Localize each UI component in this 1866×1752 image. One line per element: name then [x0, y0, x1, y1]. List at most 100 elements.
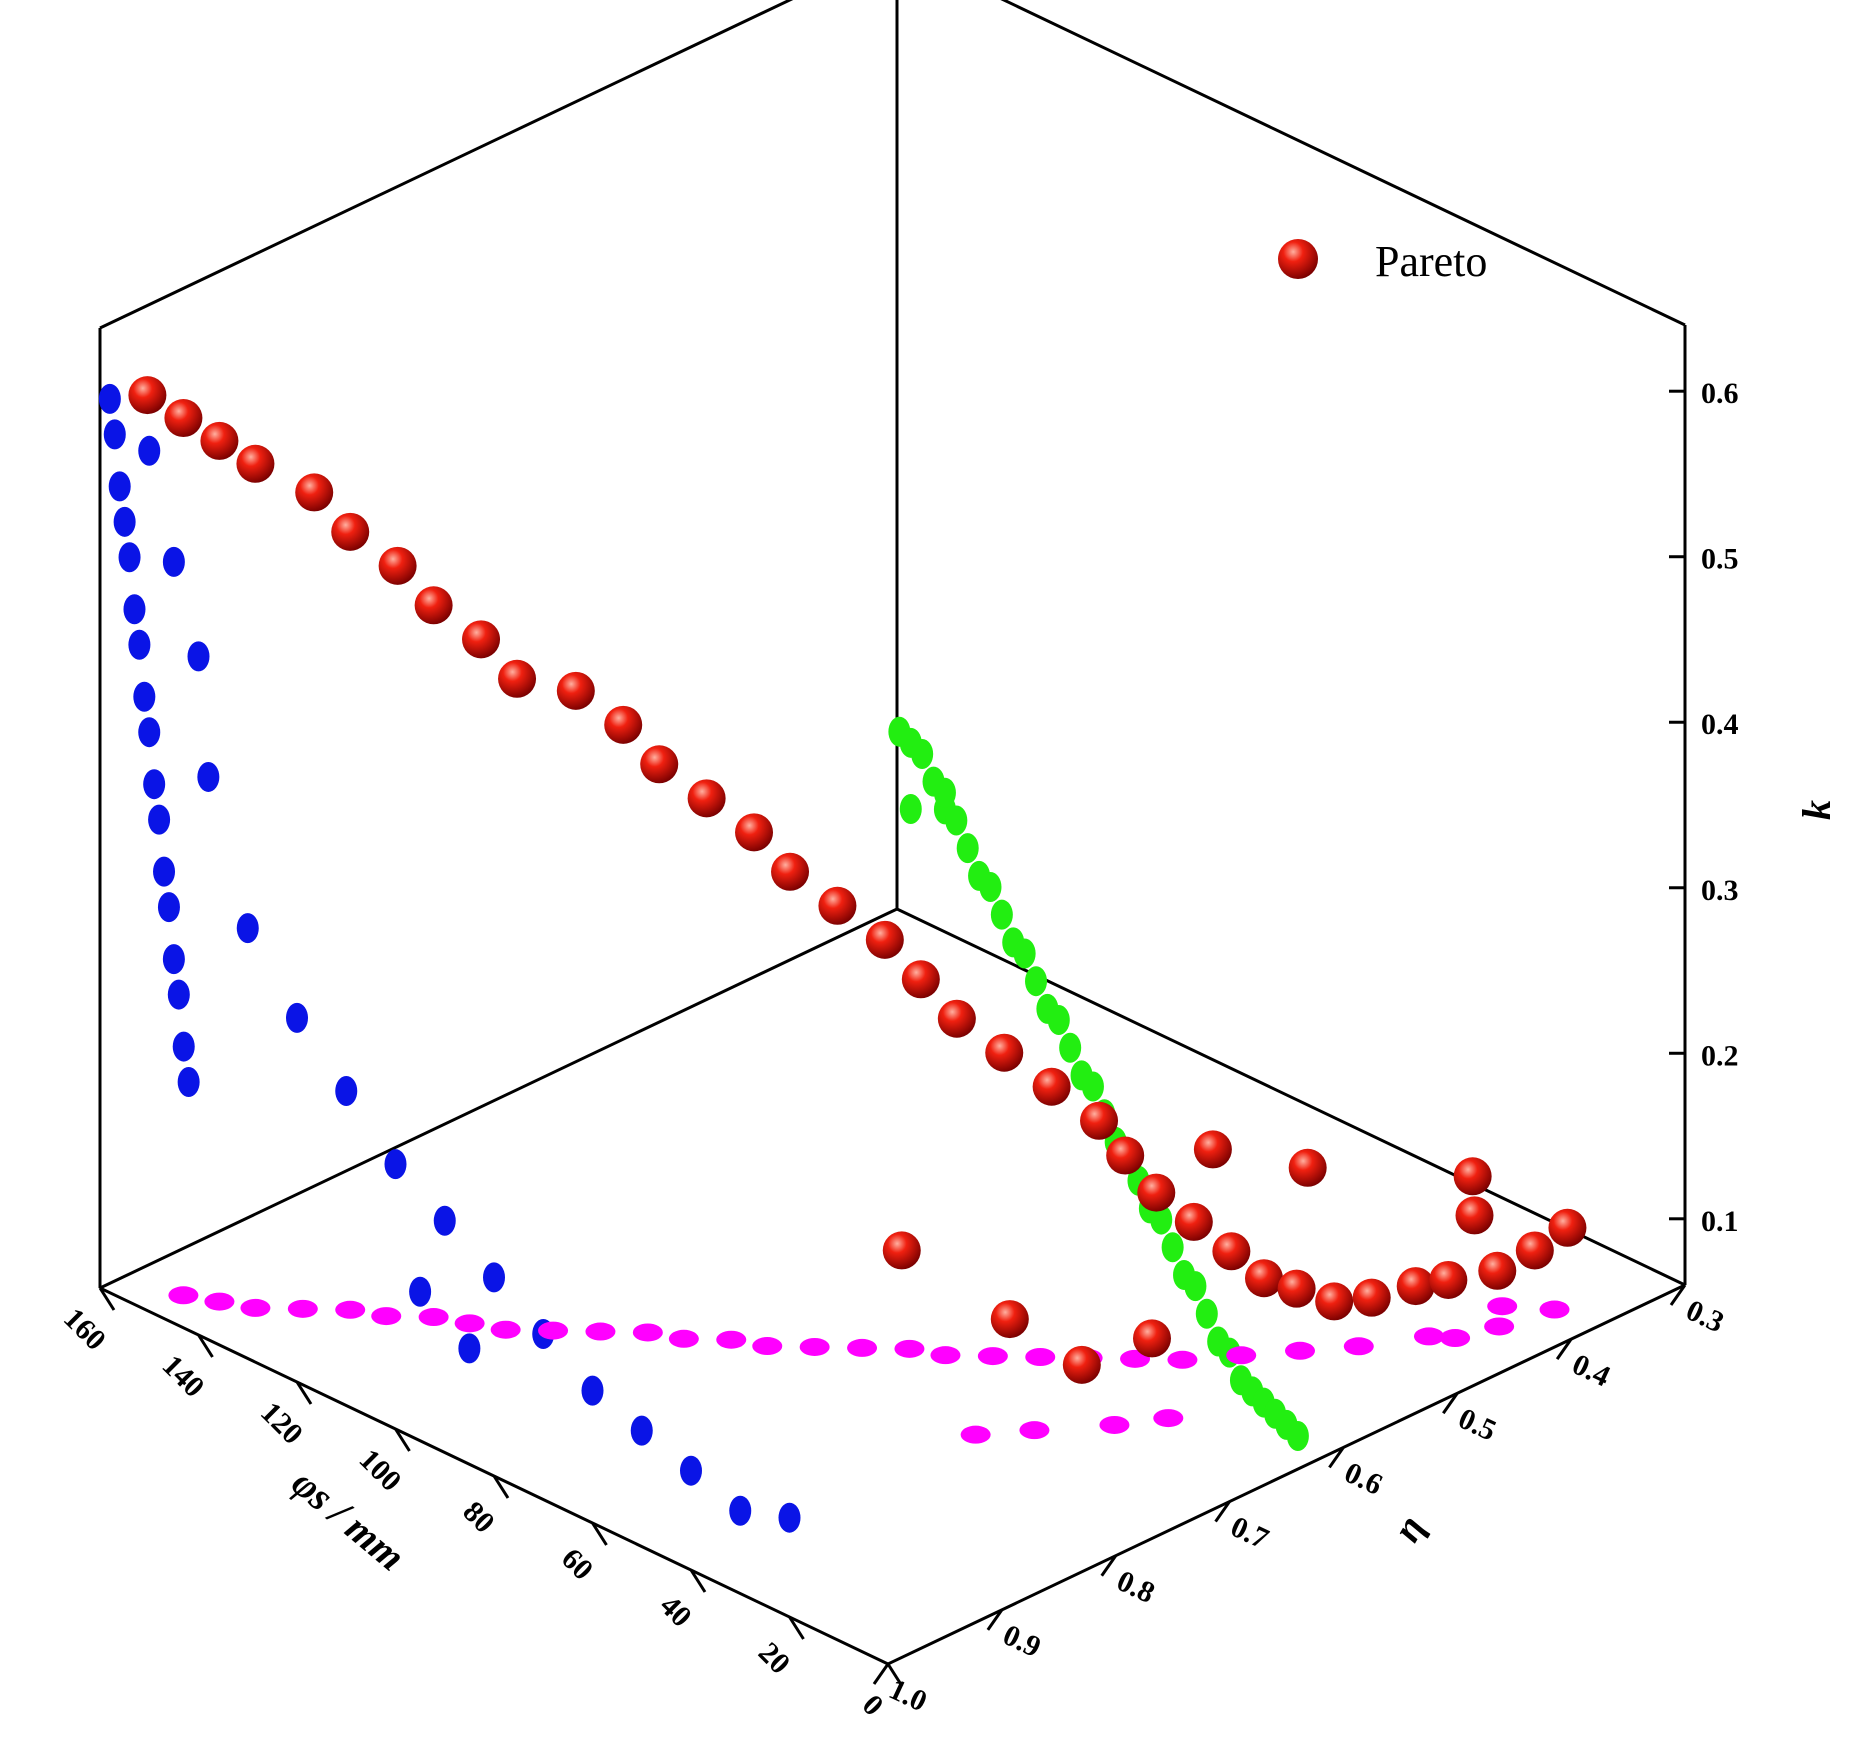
- phi-tick-label: 0: [856, 1688, 890, 1722]
- eta-k-projection-point: [1161, 1232, 1184, 1263]
- pareto-point: [164, 399, 203, 438]
- eta-tick: [1669, 1284, 1687, 1306]
- pareto-point: [818, 886, 857, 925]
- eta-tick-label: 1.0: [884, 1673, 932, 1719]
- phi-eta-projection-point: [1025, 1348, 1056, 1366]
- pareto-point: [985, 1033, 1024, 1072]
- pareto-point: [378, 546, 417, 585]
- pareto-point: [937, 999, 976, 1038]
- phi-eta-projection-point: [371, 1307, 402, 1326]
- eta-k-projection-point: [979, 871, 1002, 902]
- phi-eta-projection-point: [418, 1308, 449, 1327]
- pareto-point: [1062, 1345, 1101, 1384]
- eta-k-projection-point: [1047, 1005, 1070, 1036]
- phi-tick: [295, 1381, 313, 1405]
- pareto-point: [1212, 1232, 1251, 1271]
- eta-tick: [1328, 1446, 1345, 1469]
- pareto-point: [1352, 1278, 1391, 1317]
- phi-k-projection-point: [335, 1076, 358, 1107]
- phi-k-projection-point: [458, 1333, 481, 1364]
- axes: 0 20 40 60 80 100 120 140 160 1.0 0.9 0.8 0.7 0.6 0.5 0…: [57, 377, 1839, 1722]
- phi-eta-projection-point: [240, 1298, 271, 1317]
- phi-eta-projection-point: [847, 1338, 878, 1357]
- pareto-point: [882, 1231, 921, 1270]
- pareto-point: [128, 376, 167, 415]
- pareto-point: [498, 659, 537, 698]
- pareto-point: [1244, 1259, 1283, 1298]
- pareto-point: [1453, 1157, 1492, 1196]
- eta-k-projection-point: [1150, 1204, 1173, 1235]
- eta-tick: [1555, 1338, 1573, 1361]
- eta-tick-label: 0.6: [1339, 1456, 1387, 1502]
- top-left-edge: [99, 0, 794, 330]
- phi-eta-projection-point: [1487, 1297, 1518, 1316]
- eta-tick-label: 0.8: [1112, 1564, 1160, 1610]
- pareto-point: [1193, 1130, 1232, 1169]
- pareto-point: [865, 920, 904, 959]
- phi-eta-projection-point: [716, 1330, 747, 1349]
- phi-k-projection-point: [778, 1502, 801, 1533]
- phi-k-projection-point: [128, 629, 151, 660]
- k-tick-label: 0.5: [1701, 543, 1739, 576]
- phi-tick-label: 140: [156, 1349, 211, 1404]
- k-tick-label: 0.2: [1701, 1039, 1739, 1072]
- phi-eta-projection-point: [490, 1320, 521, 1339]
- eta-tick: [1214, 1500, 1231, 1523]
- pareto-point: [1429, 1260, 1468, 1299]
- pareto-point: [331, 512, 370, 551]
- phi-k-projection-point: [409, 1276, 432, 1307]
- phi-k-projection-point: [113, 506, 136, 537]
- phi-eta-projection-point: [1167, 1350, 1198, 1369]
- pareto-point: [687, 779, 726, 818]
- pareto-point: [1548, 1208, 1587, 1247]
- phi-k-projection-point: [118, 542, 141, 573]
- phi-tick-label: 160: [57, 1302, 112, 1357]
- phi-eta-projection-point: [930, 1346, 961, 1365]
- phi-k-projection-point: [729, 1495, 752, 1526]
- pareto-point: [1137, 1173, 1176, 1212]
- k-tick-label: 0.4: [1701, 708, 1739, 741]
- phi-tick: [492, 1475, 510, 1499]
- phi-k-projection-point: [384, 1149, 407, 1180]
- pareto-point: [1515, 1231, 1554, 1270]
- phi-eta-projection-point: [632, 1323, 663, 1342]
- phi-eta-projection-point: [799, 1337, 830, 1356]
- eta-k-projection-point: [899, 794, 922, 825]
- eta-tick-label: 0.5: [1453, 1402, 1501, 1448]
- eta-axis-title: η: [1383, 1507, 1433, 1549]
- pareto-point: [462, 620, 501, 659]
- eta-k-projection-point: [1059, 1032, 1082, 1063]
- phi-k-projection-point: [680, 1455, 702, 1486]
- eta-tick-label: 0.4: [1567, 1348, 1615, 1394]
- pareto-point: [1174, 1202, 1213, 1241]
- phi-eta-projection-point: [1099, 1415, 1130, 1434]
- phi-k-projection-point: [162, 944, 185, 975]
- phi-eta-projection-point: [204, 1292, 235, 1311]
- eta-tick-label: 0.9: [998, 1618, 1046, 1664]
- pareto-point: [735, 813, 774, 852]
- phi-k-projection-point: [157, 892, 180, 923]
- projection-points: [98, 383, 1570, 1533]
- floor-back-left-edge: [99, 907, 898, 1290]
- phi-k-projection-point: [630, 1415, 653, 1446]
- phi-k-projection-point: [187, 641, 210, 672]
- phi-tick-label: 120: [254, 1396, 309, 1451]
- phi-k-projection-point: [197, 761, 220, 792]
- pareto-point: [556, 671, 595, 710]
- phi-eta-projection-point: [1539, 1300, 1570, 1319]
- phi-eta-projection-point: [668, 1329, 699, 1348]
- eta-k-projection-point: [911, 738, 934, 769]
- phi-k-projection-point: [123, 594, 146, 625]
- phi-k-projection-point: [433, 1205, 456, 1236]
- phi-eta-projection-point: [335, 1300, 366, 1319]
- top-right-edge: [1000, 0, 1686, 327]
- eta-k-projection-point: [945, 805, 968, 836]
- phi-eta-projection-point: [977, 1347, 1008, 1366]
- phi-eta-projection-point: [894, 1339, 925, 1358]
- eta-k-projection-point: [990, 899, 1013, 930]
- phi-k-projection-point: [236, 913, 259, 944]
- k-tick-label: 0.6: [1701, 377, 1739, 410]
- phi-tick-label: 100: [353, 1443, 408, 1498]
